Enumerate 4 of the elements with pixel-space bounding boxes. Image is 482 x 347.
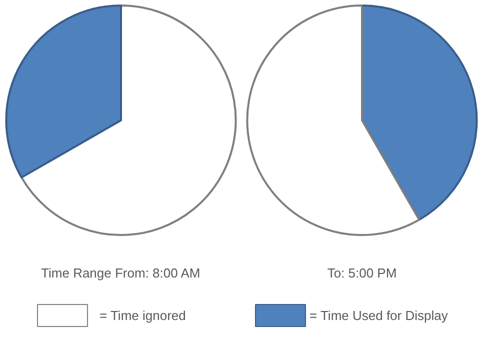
legend-label: = Time Used for Display: [310, 308, 448, 323]
legend-label: = Time ignored: [100, 308, 186, 323]
text: Time Range From: 8:00 AM: [41, 265, 200, 280]
text: To: 5:00 PM: [327, 265, 397, 280]
